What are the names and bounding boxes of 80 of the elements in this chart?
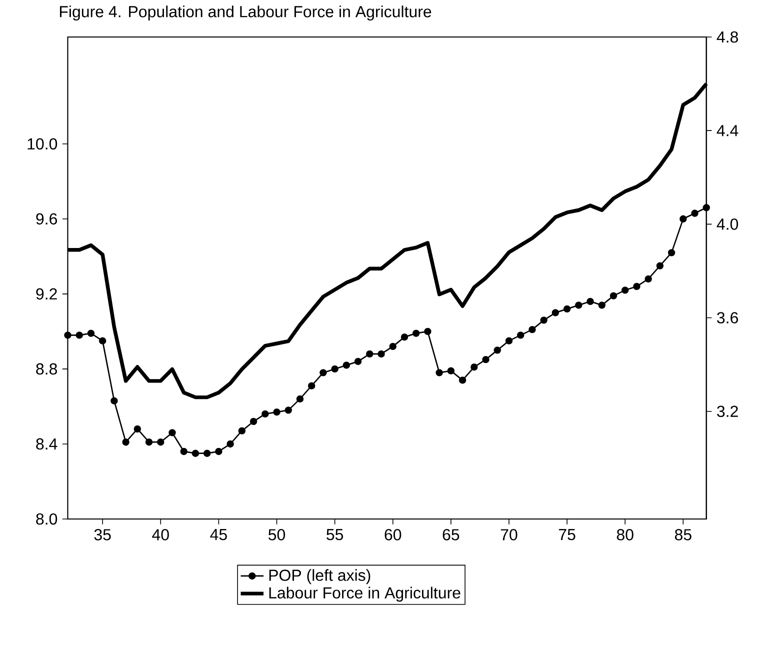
y2-tick-label: 4.4: [716, 125, 738, 136]
point: [586, 298, 594, 306]
chart-title: Figure 4. Population and Labour Force in Agriculture: [60, 6, 432, 21]
y2-tick-label: 3.2: [717, 406, 738, 418]
point: [64, 332, 72, 339]
point: [203, 450, 211, 457]
point: [215, 448, 222, 456]
point: [76, 332, 83, 339]
y2-tick-label: 3.6: [717, 312, 738, 324]
point: [447, 367, 455, 374]
point: [424, 328, 432, 336]
point: [482, 356, 490, 364]
point: [342, 362, 350, 369]
point: [412, 330, 420, 337]
point: [366, 350, 374, 358]
y2-tick-label: 4.8: [716, 31, 738, 43]
point: [494, 346, 501, 354]
point: [668, 249, 676, 256]
point: [575, 302, 582, 309]
x-tick-label: 70: [500, 529, 518, 540]
x-tick-label: 45: [210, 529, 227, 540]
point: [622, 286, 629, 294]
x-tick-label: 40: [152, 529, 169, 540]
point: [470, 363, 478, 371]
point: [598, 302, 606, 309]
point: [308, 382, 316, 390]
point: [517, 332, 524, 339]
point: [157, 438, 164, 446]
point: [87, 330, 95, 337]
x-tick-label: 80: [616, 529, 634, 540]
point: [145, 438, 153, 446]
x-tick-label: 75: [558, 529, 576, 540]
x-tick-label: 50: [268, 529, 286, 540]
y-tick-label: 8.4: [36, 438, 58, 450]
point: [192, 450, 200, 457]
point: [238, 427, 246, 434]
x-tick-label: 55: [326, 529, 344, 540]
point: [633, 282, 640, 290]
point: [284, 406, 292, 414]
point: [552, 309, 560, 316]
x-tick-label: 60: [384, 529, 402, 540]
y-tick-label: 10.0: [28, 138, 58, 150]
point: [110, 397, 118, 404]
point: [122, 438, 130, 446]
point: [436, 369, 443, 376]
point: [180, 448, 188, 456]
point: [354, 358, 362, 366]
y-tick-label: 9.2: [36, 288, 57, 300]
legend-label: Labour Force in Agriculture: [269, 586, 460, 602]
point: [250, 418, 258, 426]
point: [98, 337, 106, 344]
point: [644, 275, 652, 283]
point: [680, 215, 687, 223]
point: [273, 408, 280, 416]
point: [320, 369, 327, 376]
point: [378, 350, 385, 358]
point: [226, 440, 234, 448]
y-tick-label: 8.0: [36, 513, 58, 525]
point: [610, 292, 618, 300]
point: [656, 262, 664, 270]
legend-label: POP (left axis): [269, 569, 370, 584]
point: [505, 337, 513, 344]
point: [134, 425, 142, 433]
x-tick-label: 35: [94, 529, 111, 540]
point: [540, 316, 548, 324]
point: [389, 342, 396, 350]
point: [168, 429, 176, 436]
point: [691, 210, 698, 217]
x-tick-label: 85: [674, 529, 692, 540]
point: [400, 333, 408, 341]
point: [331, 365, 338, 373]
point: [563, 305, 571, 313]
x-tick-label: 65: [442, 529, 460, 540]
point: [458, 376, 466, 384]
point: [296, 395, 304, 403]
point: [528, 326, 536, 334]
y2-tick-label: 4.0: [716, 218, 738, 230]
y-tick-label: 9.6: [36, 213, 57, 225]
y-tick-label: 8.8: [36, 363, 57, 375]
point: [262, 410, 269, 418]
